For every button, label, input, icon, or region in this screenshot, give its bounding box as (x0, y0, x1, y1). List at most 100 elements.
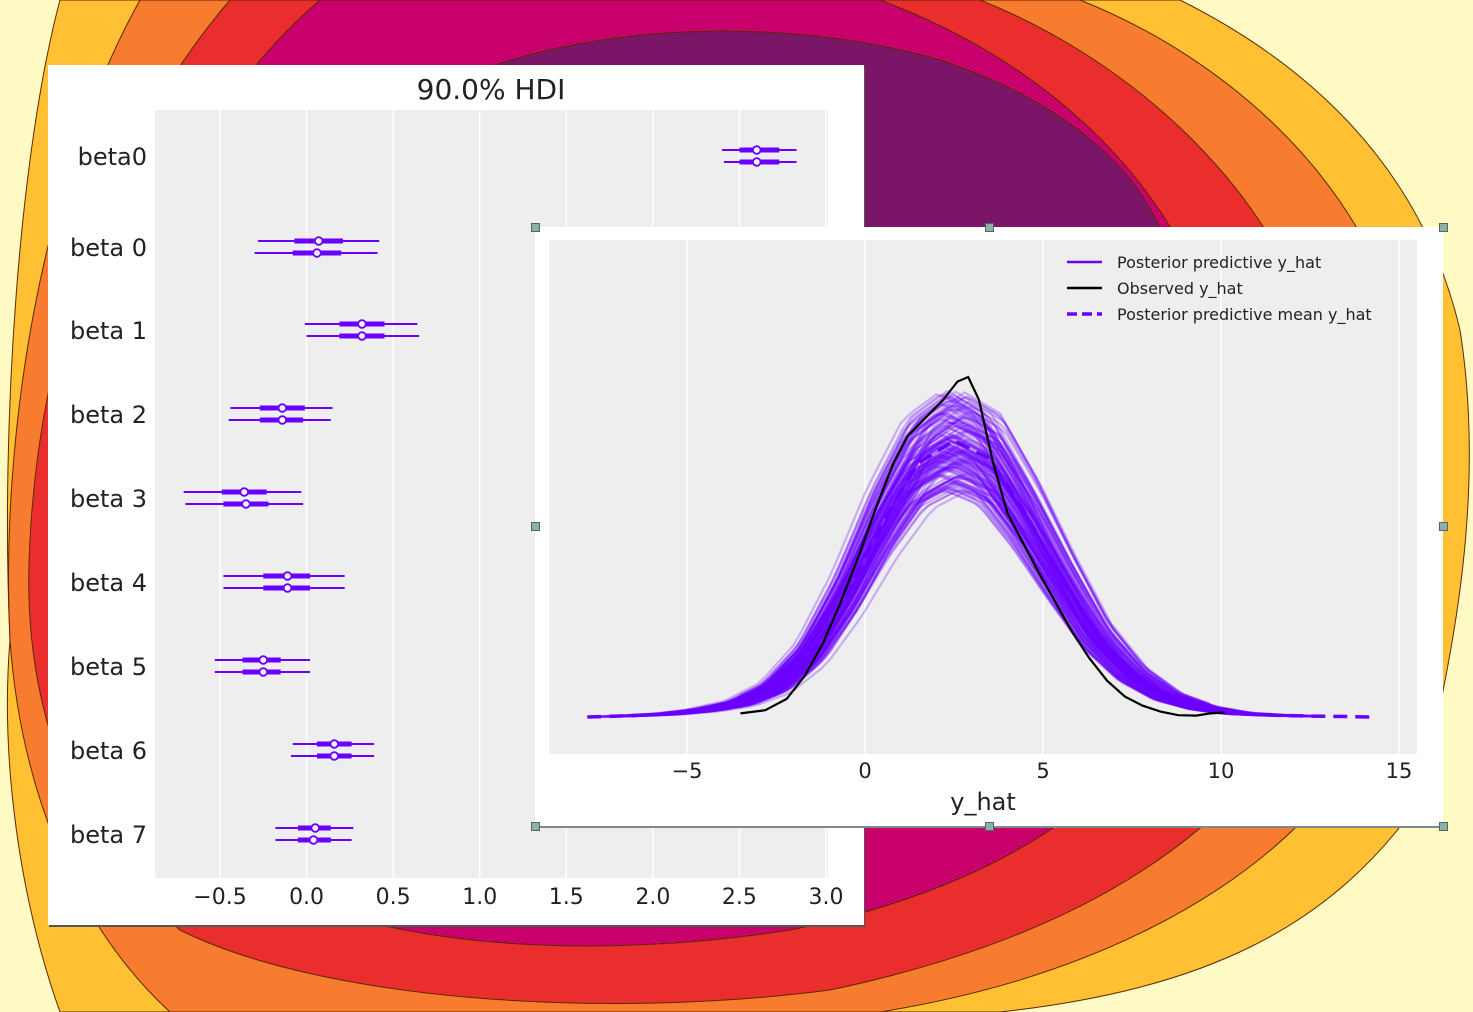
forest-row-label: beta 4 (70, 569, 147, 597)
ppc-sample-line (661, 392, 1214, 714)
forest-row: beta 3 (70, 485, 304, 513)
ppc-sample-line (710, 427, 1281, 716)
ppc-sample-line (630, 440, 1272, 717)
forest-row: beta 2 (70, 401, 333, 429)
resize-handle-bottom-right[interactable] (1439, 822, 1448, 831)
forest-row-label: beta 2 (70, 401, 147, 429)
ppc-sample-line (631, 424, 1290, 717)
ppc-sample-line (632, 396, 1282, 717)
ppc-sample-line (652, 396, 1320, 717)
forest-row: beta 6 (70, 737, 375, 765)
forest-xtick-label: 0.5 (376, 885, 411, 910)
ppc-sample-line (660, 404, 1196, 715)
ppc-sample-line (695, 449, 1284, 717)
ppc-sample-line (719, 415, 1317, 718)
median-point (308, 835, 319, 845)
median-point (310, 823, 320, 833)
observed-line (740, 375, 1225, 717)
ppc-sample-line (602, 460, 1270, 718)
ppc-sample-line (662, 407, 1241, 715)
resize-handle-bottom-left[interactable] (531, 822, 540, 831)
ppc-sample-line (733, 446, 1206, 712)
forest-row-label: beta 1 (70, 317, 147, 345)
ppc-sample-line (655, 395, 1252, 716)
forest-row: beta 4 (70, 569, 345, 597)
ppc-mean-line (587, 438, 1371, 719)
ppc-plot-panel: −5 0 5 10 15 y_hat Posterior predictive y_ha… (535, 227, 1443, 827)
ppc-sample-line (673, 416, 1252, 715)
ppc-sample-line (681, 405, 1252, 715)
ppc-sample-line (725, 412, 1216, 713)
forest-xtick-label: 0.0 (289, 885, 324, 910)
ppc-sample-line (663, 441, 1180, 714)
ppc-sample-line (709, 465, 1217, 712)
ppc-sample-line (662, 468, 1197, 715)
ppc-plot: −5 0 5 10 15 y_hat Posterior predictive y_ha… (549, 240, 1417, 816)
resize-handle-top-left[interactable] (531, 223, 540, 232)
ppc-sample-line (674, 430, 1192, 715)
forest-row: beta 0 (70, 234, 380, 262)
ppc-sample-line (706, 391, 1214, 712)
ppc-sample-line (698, 473, 1278, 717)
ppc-sample-line (684, 434, 1202, 713)
ppc-sample-line (657, 440, 1210, 715)
forest-xtick-label: 1.0 (462, 885, 497, 910)
forest-row-label: beta 3 (70, 485, 147, 513)
legend-label: Posterior predictive mean y_hat (1117, 305, 1372, 325)
ppc-sample-line (695, 416, 1266, 715)
ppc-sample-line (626, 421, 1286, 718)
median-point (329, 739, 339, 749)
ppc-sample-line (636, 427, 1233, 717)
ppc-sample-line (668, 465, 1257, 717)
median-point (239, 487, 249, 497)
ppc-sample-line (667, 426, 1194, 715)
resize-handle-bottom-middle[interactable] (985, 822, 994, 831)
ppc-sample-line (602, 438, 1236, 719)
median-point (282, 583, 293, 593)
ppc-sample-line (630, 454, 1228, 717)
median-point (312, 248, 322, 258)
ppc-sample-line (666, 474, 1228, 716)
forest-row: beta 7 (70, 821, 354, 849)
ppc-sample-line (637, 485, 1252, 717)
legend-label: Observed y_hat (1117, 279, 1243, 299)
resize-handle-top-right[interactable] (1439, 223, 1448, 232)
forest-row-label: beta 7 (70, 821, 147, 849)
ppc-sample-line (688, 390, 1303, 717)
ppc-sample-line (694, 450, 1274, 717)
ppc-sample-line (664, 452, 1324, 718)
ppc-sample-line (633, 457, 1213, 718)
ppc-xtick-label: 5 (1036, 759, 1049, 783)
ppc-sample-line (711, 460, 1228, 713)
median-point (258, 655, 268, 665)
forest-row: beta0 (78, 143, 797, 171)
resize-handle-middle-right[interactable] (1439, 522, 1448, 531)
ppc-sample-line (600, 436, 1295, 718)
ppc-sample-line (655, 480, 1199, 717)
median-point (329, 751, 339, 761)
ppc-sample-line (646, 472, 1244, 717)
resize-handle-middle-left[interactable] (531, 522, 540, 531)
ppc-sample-line (686, 393, 1221, 714)
ppc-sample-line (615, 466, 1230, 717)
ppc-sample-line (609, 402, 1189, 717)
ppc-sample-line (642, 490, 1222, 718)
median-point (313, 236, 324, 246)
ppc-sample-line (648, 423, 1290, 717)
median-point (277, 415, 288, 425)
forest-row-label: beta0 (78, 143, 147, 171)
ppc-sample-line (610, 479, 1225, 718)
resize-handle-top-middle[interactable] (985, 223, 994, 232)
forest-xtick-label: 1.5 (549, 885, 584, 910)
ppc-plot-area (549, 240, 1417, 754)
forest-row-label: beta 6 (70, 737, 147, 765)
ppc-xtick-label: 10 (1208, 759, 1235, 783)
forest-xtick-label: 3.0 (809, 885, 844, 910)
ppc-sample-line (685, 460, 1194, 713)
ppc-sample-line (637, 474, 1252, 717)
ppc-sample-line (647, 454, 1324, 718)
ppc-sample-line (663, 446, 1305, 717)
ppc-sample-line (671, 481, 1216, 715)
ppc-sample-line (612, 456, 1236, 718)
ppc-xtick-label: 15 (1386, 759, 1413, 783)
